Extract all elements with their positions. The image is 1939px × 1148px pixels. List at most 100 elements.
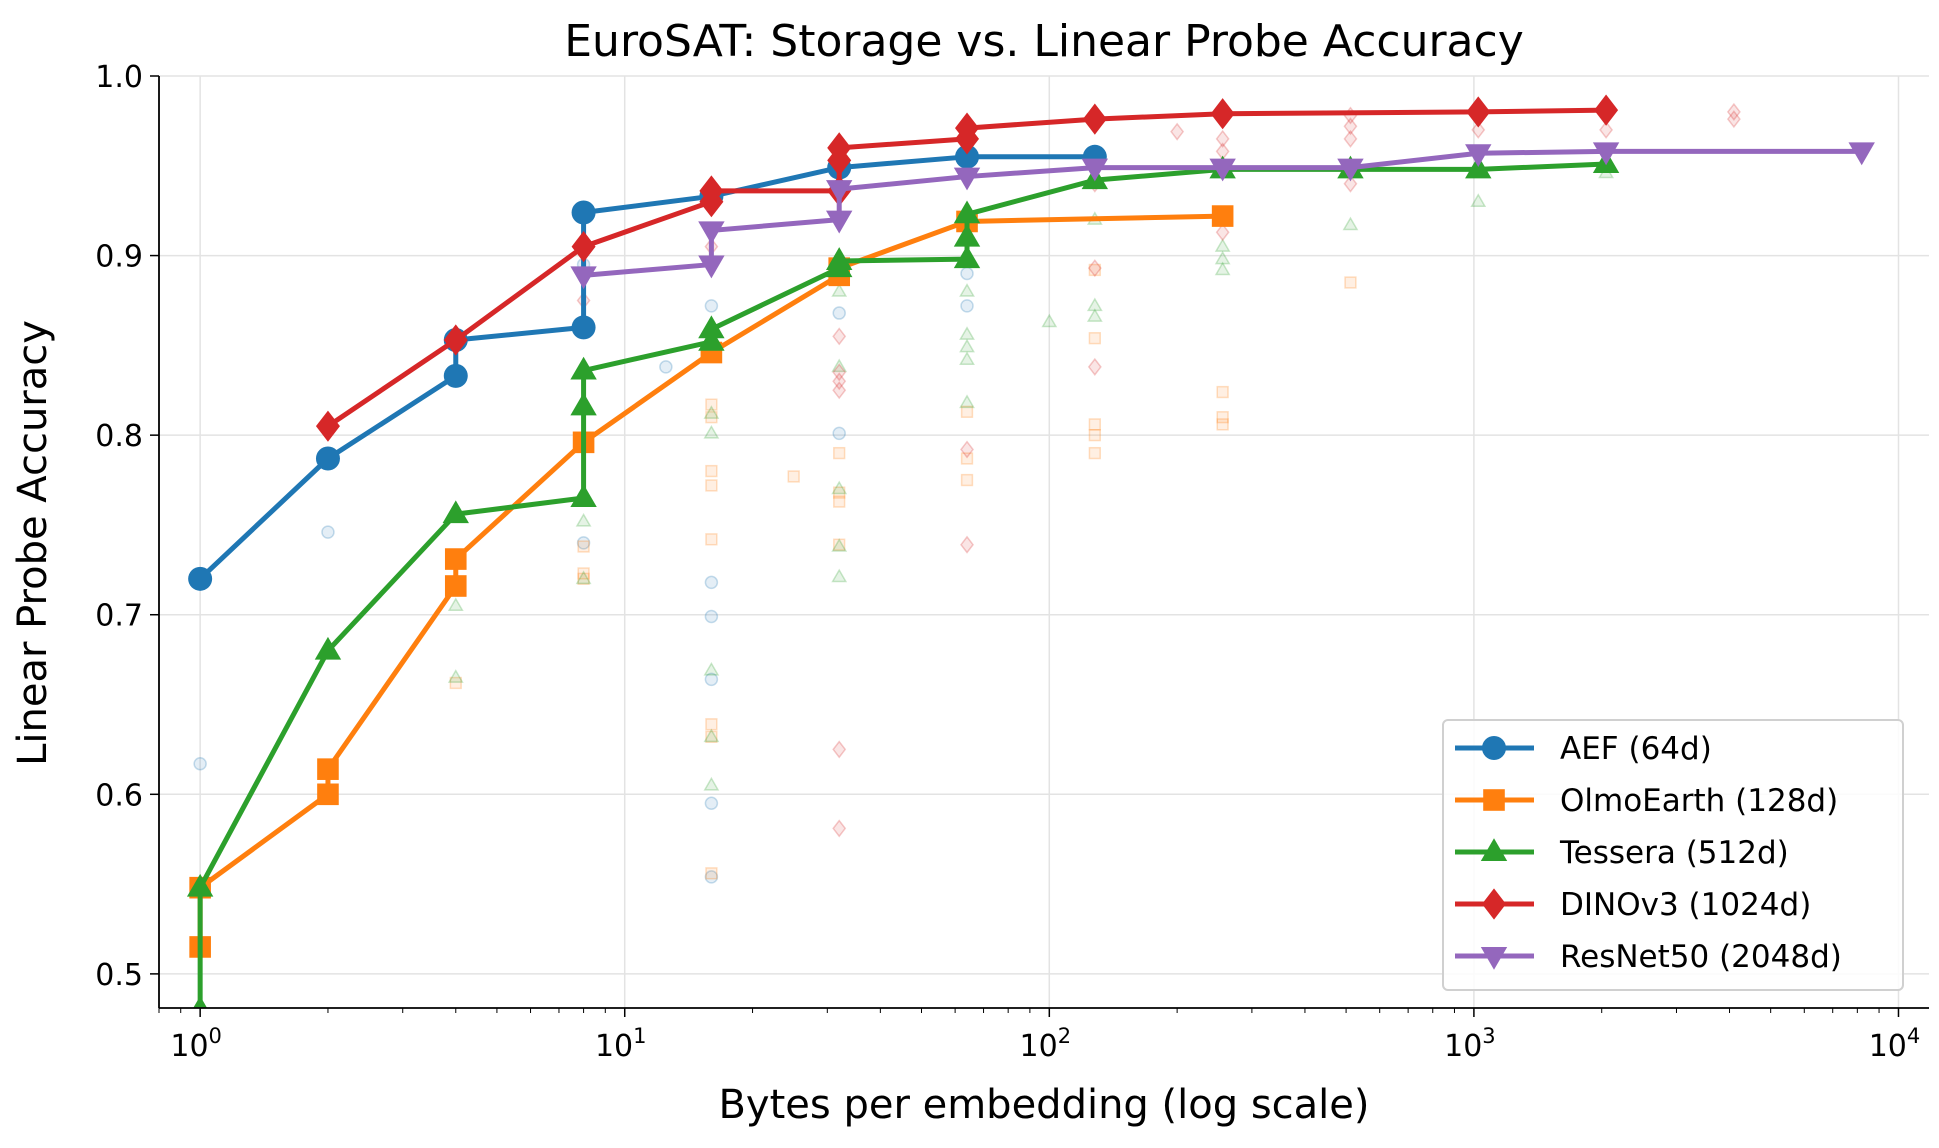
background-point [960, 440, 974, 459]
background-point [832, 363, 847, 382]
x-tick-label: 102 [1020, 1024, 1072, 1064]
background-point [1088, 446, 1101, 460]
background-point [959, 326, 975, 340]
background-point [575, 570, 592, 585]
background-point [1088, 263, 1101, 277]
data-point [188, 566, 213, 591]
x-axis-label: Bytes per embedding (log scale) [718, 1082, 1369, 1128]
background-point [659, 360, 673, 374]
legend-label: DINOv3 (1024d) [1560, 887, 1811, 923]
background-point [577, 540, 590, 553]
data-point [571, 200, 596, 225]
y-axis-label: Linear Probe Accuracy [10, 320, 56, 766]
data-point [826, 180, 853, 203]
background-point [1215, 129, 1230, 148]
data-point [443, 324, 468, 356]
series-lines [186, 94, 1875, 1008]
background-point [705, 718, 718, 731]
background-point [960, 266, 974, 281]
legend-marker [1483, 789, 1505, 811]
background-point [831, 538, 848, 552]
background-point [1599, 120, 1614, 139]
background-point [833, 495, 846, 508]
background-point [960, 535, 974, 554]
series-line [197, 161, 1607, 1008]
background-point [193, 757, 207, 771]
legend-item: OlmoEarth (128d) [1455, 783, 1838, 819]
background-point [1086, 308, 1103, 322]
legend: AEF (64d) OlmoEarth (128d) Tessera (512d) D… [1442, 719, 1904, 991]
data-point [826, 210, 853, 234]
background-point [705, 533, 718, 546]
background-point [447, 669, 464, 683]
background-point [705, 464, 718, 478]
series-3 [315, 94, 1619, 442]
background-point [704, 870, 719, 884]
data-point [570, 266, 597, 290]
background-point [1726, 102, 1741, 121]
background-point [1087, 259, 1102, 278]
data-point [186, 873, 214, 897]
legend-item: ResNet50 (2048d) [1455, 939, 1842, 975]
data-point [955, 144, 980, 169]
legend-marker [1480, 838, 1508, 861]
data-point [1465, 144, 1492, 168]
background-point [832, 819, 847, 838]
background-point [1214, 238, 1231, 252]
data-point [953, 200, 981, 224]
data-point [1210, 98, 1235, 130]
legend-label: Tessera (512d) [1559, 835, 1789, 871]
data-point [826, 247, 853, 270]
data-point [698, 255, 725, 279]
legend-item: DINOv3 (1024d) [1455, 887, 1811, 923]
background-point [1215, 223, 1230, 242]
background-point [704, 609, 719, 624]
data-point [1337, 158, 1364, 182]
data-point [827, 132, 852, 164]
y-tick-label: 0.6 [95, 778, 143, 813]
data-point [955, 112, 980, 144]
background-point [1216, 385, 1229, 399]
background-point [959, 338, 975, 353]
data-point [953, 167, 981, 191]
data-point [444, 575, 467, 597]
y-tick-label: 0.5 [95, 958, 143, 993]
x-tick-label: 101 [595, 1024, 647, 1064]
background-point [705, 479, 718, 492]
background-point [703, 424, 720, 439]
data-point [442, 500, 469, 524]
data-point [443, 363, 468, 388]
background-point [832, 327, 847, 346]
legend-marker [1480, 947, 1508, 970]
data-point [1594, 94, 1619, 126]
legend-label: AEF (64d) [1560, 731, 1712, 767]
chart-title: EuroSAT: Storage vs. Linear Probe Accura… [564, 16, 1524, 67]
data-point [698, 327, 725, 351]
background-point [1041, 313, 1058, 328]
background-point [831, 283, 848, 297]
background-point [1088, 429, 1101, 442]
data-point [444, 548, 467, 570]
background-point [960, 405, 974, 418]
legend-label: OlmoEarth (128d) [1560, 783, 1838, 819]
background-point [1170, 122, 1185, 141]
data-point [1211, 205, 1234, 227]
data-point [571, 230, 596, 263]
background-point [1087, 357, 1102, 376]
background-point [1470, 193, 1487, 207]
x-tick-label: 104 [1869, 1024, 1921, 1064]
background-point [704, 299, 719, 313]
y-tick-label: 0.9 [95, 240, 143, 275]
background-point [960, 299, 974, 313]
background-point [449, 676, 462, 690]
background-point [1342, 216, 1359, 231]
background-point [705, 867, 718, 880]
series-2 [186, 150, 1620, 1008]
data-point [317, 783, 339, 806]
background-point [960, 473, 974, 487]
series-4 [570, 142, 1875, 290]
background-point [447, 597, 464, 611]
background-point [833, 538, 846, 551]
data-point [570, 392, 597, 416]
